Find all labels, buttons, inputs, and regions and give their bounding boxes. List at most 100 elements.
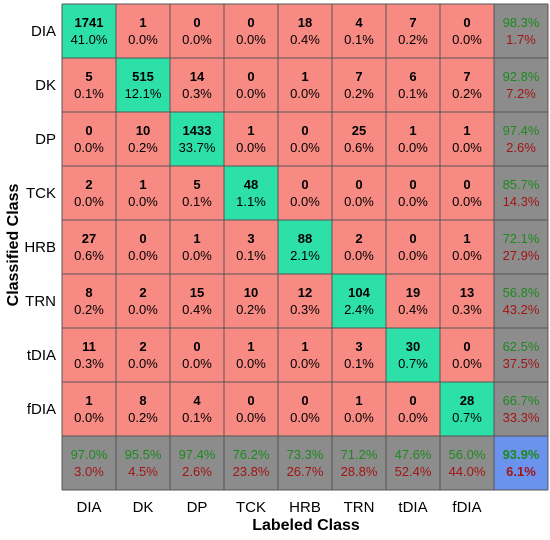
cell-percent-label: 0.6% bbox=[74, 248, 104, 263]
cell-percent-label: 0.0% bbox=[398, 140, 428, 155]
cell-count-label: 0 bbox=[463, 177, 470, 192]
cell-count-label: 1 bbox=[193, 231, 200, 246]
cell-count-label: 1 bbox=[247, 339, 254, 354]
cell-percent-label: 0.3% bbox=[290, 302, 320, 317]
misclassified-cell bbox=[332, 166, 386, 220]
cell-count-label: 0 bbox=[355, 177, 362, 192]
cell-percent-label: 0.1% bbox=[182, 194, 212, 209]
cell-percent-label: 0.0% bbox=[236, 32, 266, 47]
y-tick-label: HRB bbox=[24, 239, 56, 256]
cell-count-label: 0 bbox=[85, 123, 92, 138]
column-summary-cell bbox=[386, 436, 440, 490]
misclassified-cell bbox=[62, 274, 116, 328]
cell-percent-label: 0.0% bbox=[344, 248, 374, 263]
correct-cell bbox=[170, 112, 224, 166]
cell-percent-label: 0.1% bbox=[344, 32, 374, 47]
cell-count-label: 0 bbox=[247, 15, 254, 30]
row-summary-cell bbox=[494, 166, 548, 220]
column-error-label: 4.5% bbox=[128, 464, 158, 479]
cell-count-label: 0 bbox=[409, 177, 416, 192]
cell-count-label: 30 bbox=[406, 339, 420, 354]
column-accuracy-label: 95.5% bbox=[125, 447, 162, 462]
cell-count-label: 0 bbox=[409, 231, 416, 246]
correct-cell bbox=[440, 382, 494, 436]
misclassified-cell bbox=[278, 4, 332, 58]
cell-percent-label: 0.1% bbox=[74, 86, 104, 101]
cell-percent-label: 0.0% bbox=[290, 140, 320, 155]
cell-percent-label: 0.0% bbox=[74, 194, 104, 209]
cell-count-label: 27 bbox=[82, 231, 96, 246]
row-accuracy-label: 85.7% bbox=[503, 177, 540, 192]
cell-count-label: 0 bbox=[193, 339, 200, 354]
cell-count-label: 12 bbox=[298, 285, 312, 300]
cell-percent-label: 0.0% bbox=[128, 302, 158, 317]
cell-count-label: 7 bbox=[463, 69, 470, 84]
column-summary-cell bbox=[116, 436, 170, 490]
cell-count-label: 5 bbox=[85, 69, 92, 84]
cell-count-label: 2 bbox=[139, 285, 146, 300]
column-error-label: 44.0% bbox=[449, 464, 486, 479]
misclassified-cell bbox=[332, 328, 386, 382]
row-summary-cell bbox=[494, 4, 548, 58]
cell-percent-label: 0.0% bbox=[452, 140, 482, 155]
cell-count-label: 10 bbox=[244, 285, 258, 300]
misclassified-cell bbox=[62, 166, 116, 220]
misclassified-cell bbox=[62, 382, 116, 436]
column-error-label: 28.8% bbox=[341, 464, 378, 479]
column-summary-cell bbox=[62, 436, 116, 490]
cell-percent-label: 0.4% bbox=[182, 302, 212, 317]
cell-percent-label: 0.2% bbox=[236, 302, 266, 317]
row-error-label: 33.3% bbox=[503, 410, 540, 425]
cell-percent-label: 2.4% bbox=[344, 302, 374, 317]
misclassified-cell bbox=[116, 4, 170, 58]
column-accuracy-label: 73.3% bbox=[287, 447, 324, 462]
column-accuracy-label: 97.0% bbox=[71, 447, 108, 462]
cell-count-label: 18 bbox=[298, 15, 312, 30]
cell-count-label: 88 bbox=[298, 231, 312, 246]
cell-percent-label: 0.1% bbox=[236, 248, 266, 263]
misclassified-cell bbox=[440, 328, 494, 382]
overall-accuracy-label: 93.9% bbox=[503, 447, 540, 462]
misclassified-cell bbox=[386, 274, 440, 328]
misclassified-cell bbox=[278, 58, 332, 112]
cell-percent-label: 0.0% bbox=[290, 86, 320, 101]
cell-count-label: 4 bbox=[193, 393, 201, 408]
cell-count-label: 0 bbox=[139, 231, 146, 246]
cell-percent-label: 0.2% bbox=[74, 302, 104, 317]
misclassified-cell bbox=[116, 112, 170, 166]
row-summary-cell bbox=[494, 220, 548, 274]
misclassified-cell bbox=[278, 274, 332, 328]
cell-percent-label: 0.0% bbox=[128, 356, 158, 371]
row-error-label: 43.2% bbox=[503, 302, 540, 317]
cell-count-label: 10 bbox=[136, 123, 150, 138]
cell-count-label: 1433 bbox=[183, 123, 212, 138]
cell-percent-label: 0.7% bbox=[452, 410, 482, 425]
cell-percent-label: 0.0% bbox=[398, 248, 428, 263]
cell-count-label: 0 bbox=[247, 393, 254, 408]
misclassified-cell bbox=[278, 112, 332, 166]
row-accuracy-label: 72.1% bbox=[503, 231, 540, 246]
row-error-label: 2.6% bbox=[506, 140, 536, 155]
row-summary-cell bbox=[494, 328, 548, 382]
column-summary-cell bbox=[224, 436, 278, 490]
column-accuracy-label: 56.0% bbox=[449, 447, 486, 462]
cell-percent-label: 0.4% bbox=[290, 32, 320, 47]
row-accuracy-label: 56.8% bbox=[503, 285, 540, 300]
misclassified-cell bbox=[332, 58, 386, 112]
x-axis-label: Labeled Class bbox=[252, 517, 360, 534]
cell-percent-label: 0.0% bbox=[74, 140, 104, 155]
cell-count-label: 25 bbox=[352, 123, 366, 138]
column-error-label: 2.6% bbox=[182, 464, 212, 479]
cell-percent-label: 12.1% bbox=[125, 86, 162, 101]
cell-count-label: 48 bbox=[244, 177, 258, 192]
cell-count-label: 15 bbox=[190, 285, 204, 300]
cell-count-label: 7 bbox=[409, 15, 416, 30]
cell-count-label: 1 bbox=[301, 69, 308, 84]
row-error-label: 1.7% bbox=[506, 32, 536, 47]
cell-count-label: 0 bbox=[301, 393, 308, 408]
row-accuracy-label: 66.7% bbox=[503, 393, 540, 408]
cell-percent-label: 0.2% bbox=[128, 140, 158, 155]
cell-percent-label: 0.0% bbox=[452, 194, 482, 209]
misclassified-cell bbox=[224, 220, 278, 274]
